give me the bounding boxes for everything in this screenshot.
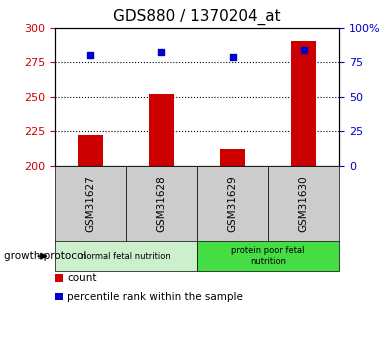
Bar bbox=[291, 41, 316, 166]
Text: GSM31629: GSM31629 bbox=[227, 175, 238, 232]
Point bbox=[158, 50, 165, 55]
Text: growth protocol: growth protocol bbox=[4, 251, 86, 261]
Bar bbox=[78, 135, 103, 166]
Text: percentile rank within the sample: percentile rank within the sample bbox=[67, 292, 243, 302]
Point bbox=[229, 54, 236, 59]
Text: GSM31628: GSM31628 bbox=[156, 175, 167, 232]
Bar bbox=[149, 94, 174, 166]
Point bbox=[87, 52, 93, 58]
Text: GSM31627: GSM31627 bbox=[85, 175, 95, 232]
Text: protein poor fetal
nutrition: protein poor fetal nutrition bbox=[231, 246, 305, 266]
Point bbox=[301, 47, 307, 52]
Title: GDS880 / 1370204_at: GDS880 / 1370204_at bbox=[113, 9, 281, 25]
Text: GSM31630: GSM31630 bbox=[299, 175, 309, 232]
Text: normal fetal nutrition: normal fetal nutrition bbox=[81, 252, 171, 261]
Text: count: count bbox=[67, 273, 97, 283]
Bar bbox=[220, 149, 245, 166]
